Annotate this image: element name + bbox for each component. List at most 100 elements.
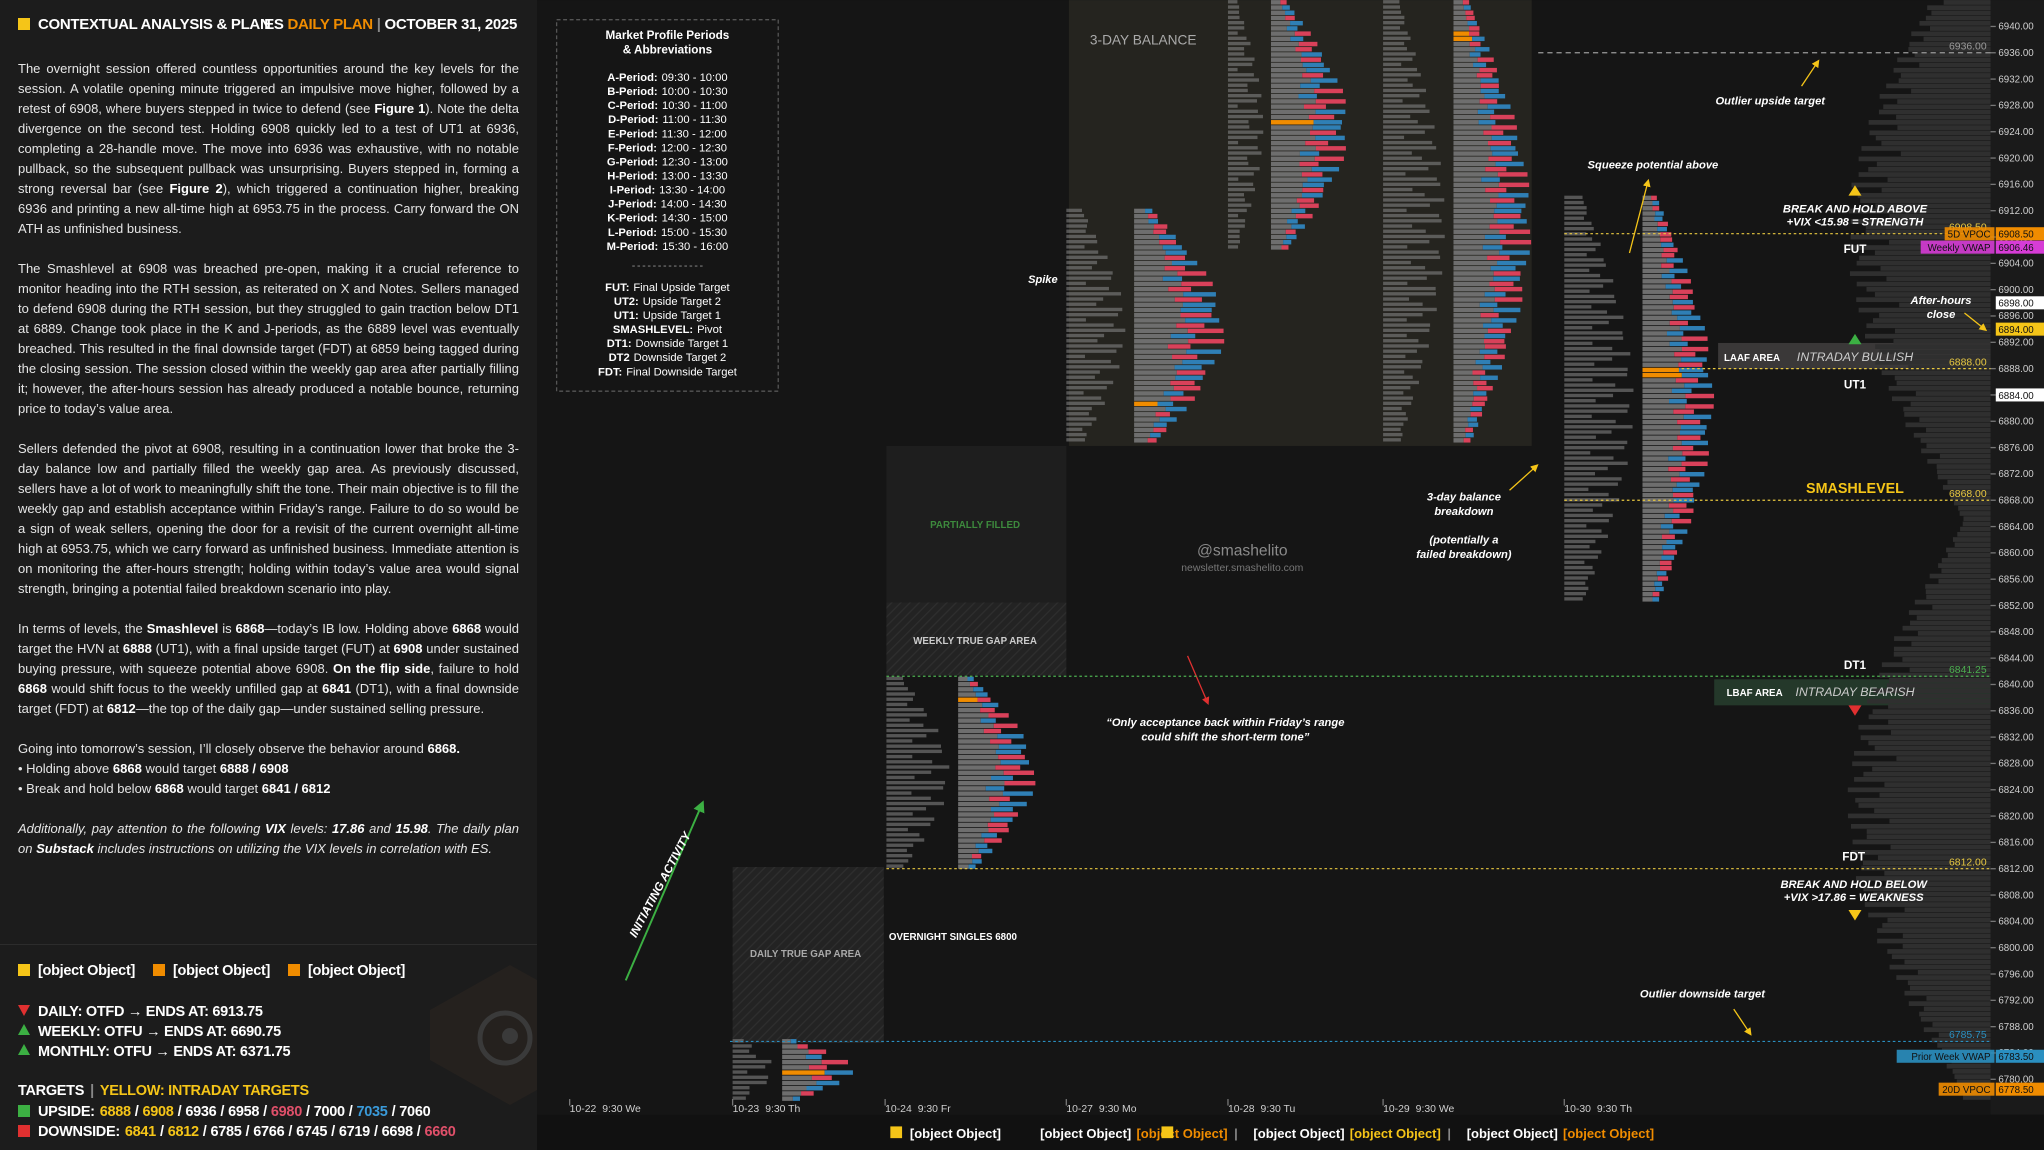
- tpo-letters: [1227, 208, 1247, 213]
- tpo-letters: [1066, 401, 1105, 406]
- volume-profile-bar: [1864, 902, 1991, 907]
- profile-bar: [972, 859, 982, 864]
- volume-profile-bar: [1888, 385, 1991, 391]
- profile-bar: [1669, 268, 1688, 274]
- tpo-letters: [1564, 284, 1604, 288]
- profile-bar: [1642, 440, 1682, 446]
- tpo-letters: [1227, 166, 1260, 171]
- profile-bar: [989, 796, 1010, 802]
- price-axis-background: [1990, 0, 2044, 1115]
- volume-profile-bar: [1850, 234, 1991, 240]
- profile-bar: [1672, 445, 1694, 451]
- tpo-letters: [1227, 219, 1246, 223]
- profile-bar: [1453, 239, 1501, 245]
- paragraph: The Smashlevel at 6908 was breached pre-…: [18, 259, 519, 419]
- text-line: In terms of levels, the Smashlevel is 68…: [18, 619, 519, 719]
- profile-bar: [1453, 333, 1485, 339]
- volume-profile-bar: [1883, 104, 1991, 110]
- profile-bar: [1654, 581, 1663, 586]
- volume-profile-bar: [1863, 771, 1991, 777]
- tpo-letters: [1564, 508, 1593, 512]
- profile-bar: [1153, 427, 1167, 433]
- tpo-letters: [1066, 255, 1108, 260]
- tpo-letters: [1564, 451, 1591, 455]
- volume-profile-bar: [1911, 641, 1991, 647]
- annotation: LAAF AREA: [1724, 353, 1780, 364]
- legend-title: Market Profile Periods: [606, 29, 730, 42]
- profile-bar: [782, 1044, 798, 1049]
- profile-bar: [1285, 229, 1296, 234]
- text-run: The overnight session offered countless …: [18, 61, 519, 116]
- profile-bar: [1270, 166, 1312, 172]
- profile-bar: [1496, 203, 1526, 208]
- profile-bar: [991, 775, 1013, 781]
- profile-bar: [1661, 253, 1675, 258]
- y-tick-label: 6896.00: [1998, 311, 2034, 322]
- profile-bar: [1495, 161, 1524, 167]
- tpo-letters: [1564, 534, 1608, 538]
- volume-profile-bar: [1893, 651, 1991, 657]
- text-run: and: [364, 821, 396, 836]
- x-tick-label: 9:30 Fr: [918, 1104, 952, 1115]
- profile-bar: [1302, 73, 1324, 78]
- tpo-letters: [1383, 391, 1404, 395]
- profile-bar: [1642, 326, 1680, 331]
- profile-bar: [1453, 203, 1497, 208]
- tpo-letters: [1383, 292, 1436, 296]
- x-tick-label: 9:30 Th: [1597, 1104, 1632, 1115]
- tpo-letters: [886, 838, 925, 842]
- annotation: “Only acceptance back within Friday’s ra…: [1106, 717, 1344, 729]
- profile-bar: [1270, 177, 1308, 182]
- tpo-letters: [1383, 438, 1401, 442]
- profile-bar: [1642, 305, 1674, 310]
- trend-row: DAILY: OTFD → ENDS AT: 6913.75: [18, 1004, 263, 1020]
- profile-bar: [1480, 83, 1499, 88]
- tpo-letters: [886, 807, 927, 811]
- volume-profile-bar: [1889, 213, 1991, 219]
- profile-bar: [1671, 310, 1692, 315]
- text-run: (DT1), with a final downside target (FDT…: [18, 681, 519, 716]
- targets-row: DOWNSIDE: 6841/6812/6785/6766/6745/6719/6…: [18, 1124, 456, 1140]
- tpo-letters: [1066, 417, 1097, 421]
- volume-profile-bar: [1905, 422, 1991, 428]
- profile-bar: [958, 713, 989, 718]
- tpo-letters: [1383, 245, 1408, 249]
- profile-bar: [1453, 83, 1481, 88]
- volume-profile-bar: [1881, 662, 1991, 668]
- profile-bar: [1472, 401, 1485, 407]
- legend-value: 10:30 - 11:00: [662, 100, 727, 112]
- profile-bar: [1642, 336, 1682, 341]
- profile-bar: [1499, 250, 1530, 255]
- profile-bar: [1159, 239, 1176, 245]
- profile-bar: [1453, 10, 1466, 15]
- profile-bar: [958, 728, 984, 734]
- tpo-letters: [886, 833, 920, 837]
- text-run: ), which triggered a continuation higher…: [18, 181, 519, 236]
- tpo-letters: [1564, 477, 1622, 481]
- profile-bar: [1642, 419, 1678, 425]
- profile-bar: [1473, 396, 1488, 401]
- tpo-letters: [1564, 200, 1584, 205]
- tpo-letters: [1564, 461, 1628, 465]
- profile-bar: [1270, 135, 1316, 141]
- profile-bar: [1163, 391, 1184, 396]
- volume-profile-bar: [1896, 114, 1991, 120]
- tpo-letters: [1564, 472, 1596, 476]
- profile-bar: [1270, 83, 1301, 88]
- volume-profile-bar: [1931, 1037, 1991, 1043]
- profile-bar: [1177, 271, 1207, 276]
- profile-bar: [975, 692, 988, 697]
- tpo-letters: [1383, 47, 1407, 51]
- tpo-letters: [1227, 36, 1247, 41]
- profile-bar: [1302, 182, 1324, 188]
- profile-bar: [1134, 339, 1189, 344]
- profile-bar: [1134, 365, 1175, 370]
- profile-bar: [1642, 226, 1658, 232]
- profile-bar: [998, 754, 1025, 760]
- triangle: [1848, 185, 1862, 196]
- tpo-letters: [886, 676, 904, 681]
- profile-bar: [1669, 320, 1688, 326]
- volume-profile-bar: [1927, 5, 1991, 11]
- volume-profile-bar: [1865, 229, 1991, 235]
- tpo-letters: [1383, 302, 1423, 306]
